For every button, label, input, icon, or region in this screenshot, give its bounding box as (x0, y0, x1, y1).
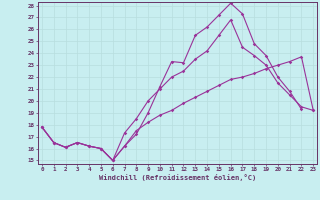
X-axis label: Windchill (Refroidissement éolien,°C): Windchill (Refroidissement éolien,°C) (99, 174, 256, 181)
